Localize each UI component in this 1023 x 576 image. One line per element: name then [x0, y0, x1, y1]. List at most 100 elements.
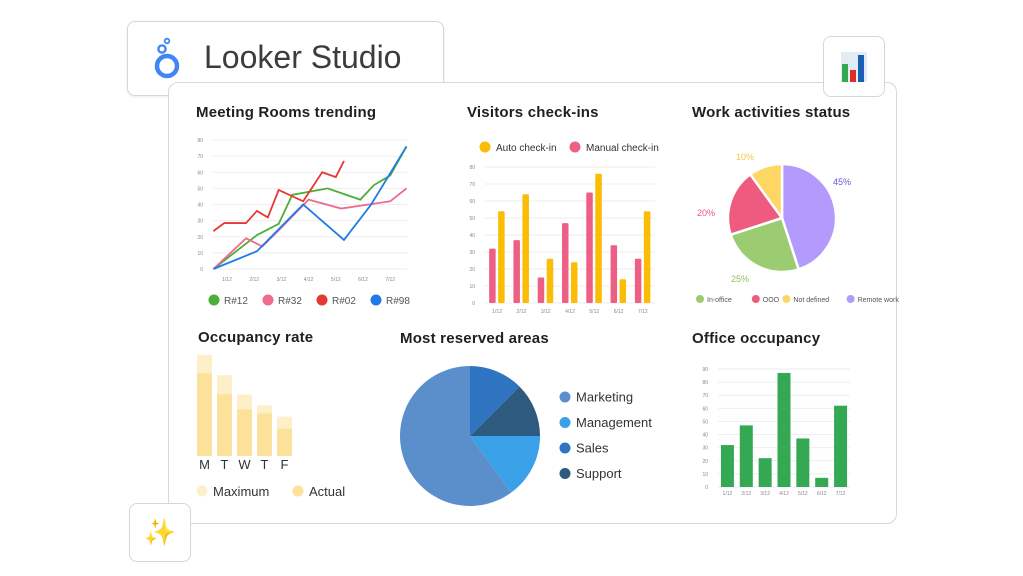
visitors-y-tick-label: 60 [469, 199, 475, 205]
visitors-bar-manual [586, 192, 593, 303]
visitors-y-tick-label: 40 [469, 233, 475, 239]
reserved-areas-slice-sales [470, 366, 520, 436]
reserved-areas-slice-marketing [400, 366, 512, 506]
visitors-legend-label: Auto check-in [496, 143, 557, 154]
meeting-rooms-y-tick-label: 70 [197, 154, 203, 160]
work-status-legend-swatch [782, 295, 791, 303]
work-status-legend-label: In-office [707, 297, 732, 304]
visitors-legend-swatch [569, 141, 581, 153]
reserved-areas-legend-label: Sales [576, 441, 609, 456]
office-occupancy-x-tick-label: 7/12 [836, 491, 846, 497]
office-occupancy-y-tick-label: 30 [702, 446, 708, 452]
visitors-bar-manual [562, 223, 569, 303]
work-status-slice-remote-work [780, 162, 838, 271]
visitors-x-tick-label: 4/12 [565, 309, 575, 315]
work-status-slice-not-defined [748, 162, 784, 222]
visitors-x-tick-label: 2/12 [517, 309, 527, 315]
work-status-legend-label: OOO [763, 297, 780, 304]
meeting-rooms-x-tick-label: 5/12 [331, 277, 341, 283]
visitors-legend-swatch [479, 141, 491, 153]
sparkles-icon: ✨ [143, 517, 177, 547]
visitors-x-tick-label: 6/12 [614, 309, 624, 315]
visitors-x-tick-label: 3/12 [541, 309, 551, 315]
meeting-rooms-x-tick-label: 6/12 [358, 277, 368, 283]
office-occupancy-x-tick-label: 6/12 [817, 491, 827, 497]
work-status-slice-label: 20% [697, 208, 715, 218]
office-occupancy-bar [796, 438, 810, 487]
reserved-areas-slice-management [470, 436, 540, 493]
reserved-areas-legend-label: Management [576, 415, 652, 430]
reserved-areas-slice-support [470, 386, 540, 436]
meeting-rooms-y-tick-label: 0 [200, 267, 203, 273]
visitors-bar-manual [537, 277, 545, 303]
occupancy-rate-x-label: W [238, 457, 251, 472]
occupancy-rate-legend-label: Actual [309, 484, 345, 499]
office-occupancy-y-tick-label: 10 [702, 472, 708, 478]
office-occupancy-y-tick-label: 90 [702, 367, 708, 373]
visitors-bar-manual [489, 248, 496, 303]
visitors-legend-label: Manual check-in [586, 143, 659, 154]
office-occupancy-y-tick-label: 70 [702, 393, 708, 399]
chart-title-work-status: Work activities status [692, 104, 851, 121]
office-occupancy-y-tick-label: 50 [702, 419, 708, 425]
office-occupancy-bar [777, 372, 791, 487]
ai-assist-button[interactable]: ✨ [129, 503, 191, 562]
work-status-slice-label: 25% [731, 274, 749, 284]
office-occupancy-bar [739, 425, 753, 487]
meeting-rooms-legend-swatch [316, 294, 328, 306]
work-status-slice-label: 10% [736, 152, 754, 162]
occupancy-rate-legend-swatch [292, 485, 304, 497]
visitors-bar-auto [498, 211, 505, 303]
occupancy-rate-bar-actual [277, 428, 292, 456]
meeting-rooms-legend-swatch [370, 294, 382, 306]
work-status-legend-swatch [751, 295, 760, 303]
office-occupancy-y-tick-label: 80 [702, 380, 708, 386]
visitors-y-tick-label: 50 [469, 216, 475, 222]
occupancy-rate-legend-swatch [196, 485, 208, 497]
visitors-x-tick-label: 7/12 [638, 309, 648, 315]
occupancy-rate-x-label: T [261, 457, 269, 472]
work-status-legend-label: Remote work [858, 297, 900, 304]
visitors-y-tick-label: 20 [469, 267, 475, 273]
visitors-y-tick-label: 80 [469, 165, 475, 171]
office-occupancy-y-tick-label: 60 [702, 406, 708, 412]
occupancy-rate-bar-actual [237, 409, 252, 456]
meeting-rooms-y-tick-label: 10 [197, 251, 203, 257]
meeting-rooms-line-R#98 [213, 145, 408, 270]
meeting-rooms-x-tick-label: 2/12 [249, 277, 259, 283]
visitors-y-tick-label: 10 [469, 284, 475, 290]
meeting-rooms-y-tick-label: 20 [197, 235, 203, 241]
office-occupancy-bar [834, 405, 848, 487]
meeting-rooms-y-tick-label: 50 [197, 186, 203, 192]
visitors-bar-auto [643, 211, 651, 303]
work-status-slice-label: 45% [833, 177, 851, 187]
office-occupancy-x-tick-label: 4/12 [779, 491, 789, 497]
work-status-legend-label: Not defined [793, 297, 829, 304]
office-occupancy-x-tick-label: 2/12 [741, 491, 751, 497]
meeting-rooms-x-tick-label: 4/12 [304, 277, 314, 283]
occupancy-rate-bar-actual [197, 373, 212, 456]
office-occupancy-y-tick-label: 20 [702, 459, 708, 465]
visitors-y-tick-label: 0 [472, 301, 475, 307]
visitors-y-tick-label: 30 [469, 250, 475, 256]
meeting-rooms-line-R#12 [212, 146, 408, 270]
reserved-areas-legend-label: Marketing [576, 390, 633, 405]
occupancy-rate-bar-actual [217, 394, 232, 456]
office-occupancy-y-tick-label: 0 [705, 485, 708, 491]
office-occupancy-x-tick-label: 3/12 [760, 491, 770, 497]
chart-title-visitors: Visitors check-ins [467, 104, 599, 121]
visitors-bar-manual [513, 240, 520, 303]
occupancy-rate-x-label: M [199, 457, 210, 472]
work-status-slice-in-office [729, 216, 801, 274]
reserved-areas-legend-label: Support [576, 466, 622, 481]
report-button[interactable] [823, 36, 885, 97]
visitors-bar-auto [522, 194, 529, 303]
chart-title-occupancy-rate: Occupancy rate [198, 329, 314, 346]
meeting-rooms-y-tick-label: 80 [197, 138, 203, 144]
meeting-rooms-x-tick-label: 7/12 [385, 277, 395, 283]
visitors-y-tick-label: 70 [469, 182, 475, 188]
occupancy-rate-x-label: T [221, 457, 229, 472]
reserved-areas-legend-swatch [559, 442, 571, 454]
reserved-areas-legend-swatch [559, 391, 571, 403]
office-occupancy-bar [815, 477, 829, 487]
